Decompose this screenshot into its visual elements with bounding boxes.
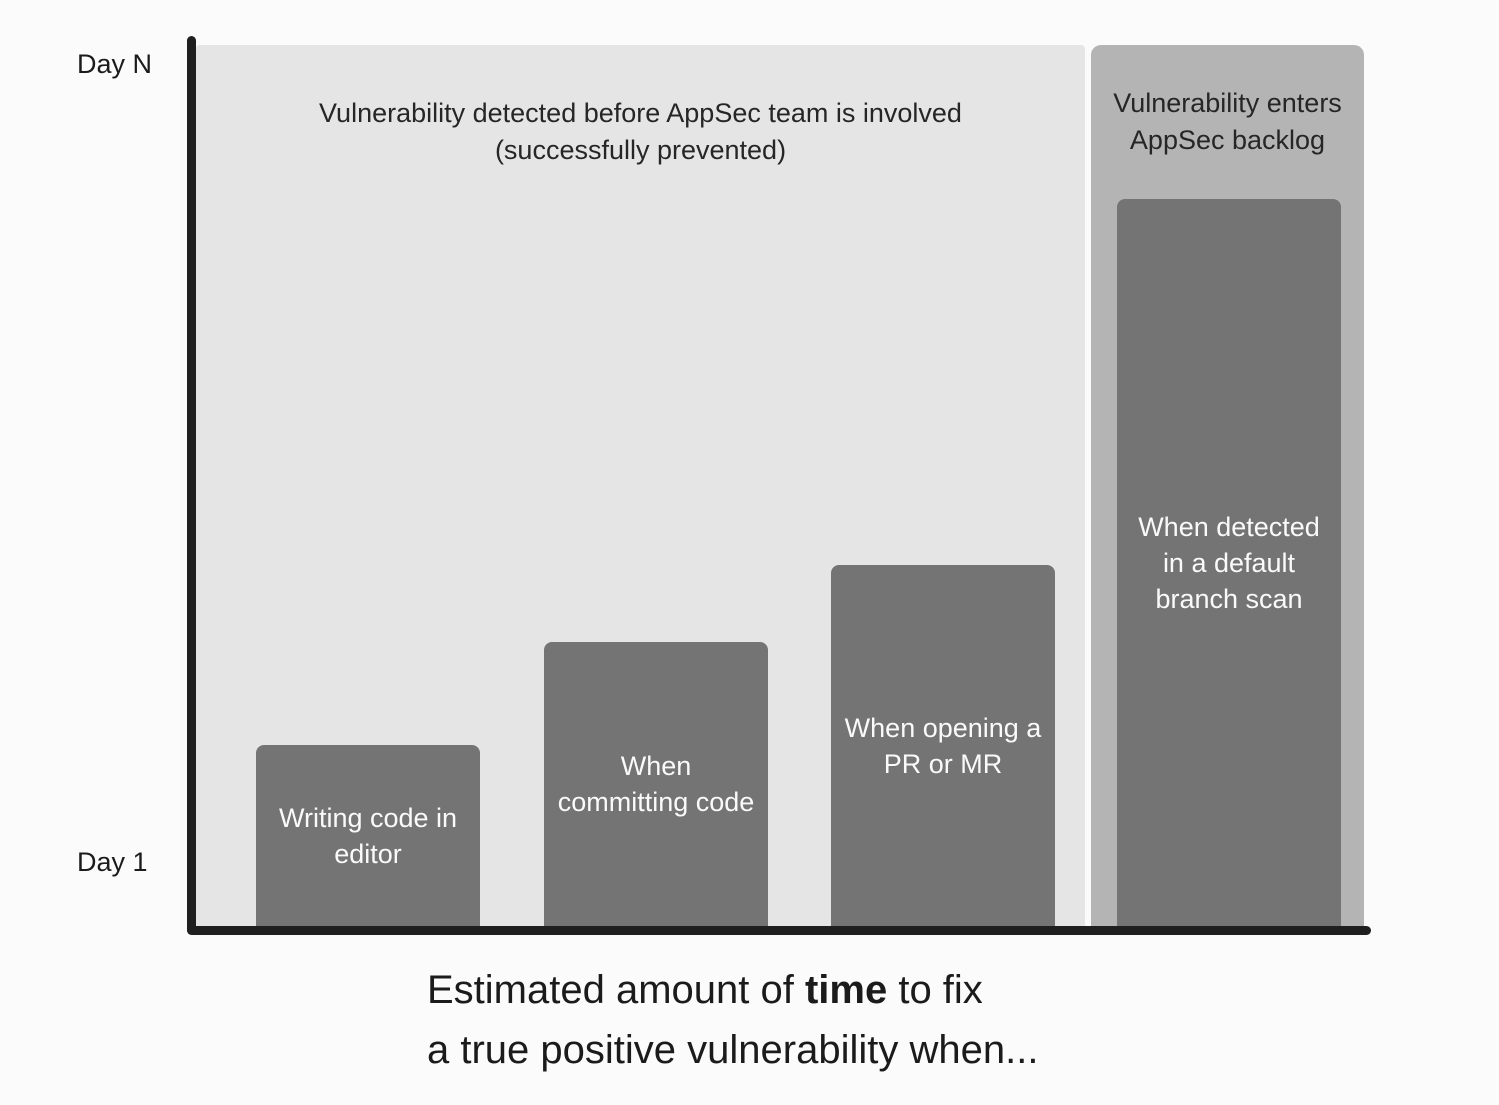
region-backlog-title-line1: Vulnerability enters (1113, 88, 1342, 118)
caption-line1-prefix: Estimated amount of (427, 968, 805, 1012)
bar-when-detected-default-branch-scan: When detected in a default branch scan (1117, 199, 1341, 926)
bar-label-line: committing code (557, 787, 755, 817)
region-backlog-title: Vulnerability enters AppSec backlog (1091, 45, 1364, 159)
bar-when-committing-code: When committing code (544, 642, 768, 926)
bar-label-line: in a default (1162, 547, 1296, 578)
caption-line1-suffix: to fix (887, 968, 983, 1012)
bar-label-line: When detected (1138, 511, 1320, 542)
bar-when-opening-pr-or-mr: When opening a PR or MR (831, 565, 1055, 926)
y-axis-line (187, 36, 196, 934)
bar-label-line: branch scan (1155, 583, 1303, 614)
chart-caption: Estimated amount of time to fix a true p… (427, 960, 1038, 1080)
region-prevented-title-line1: Vulnerability detected before AppSec tea… (319, 98, 962, 128)
caption-line2: a true positive vulnerability when... (427, 1028, 1039, 1072)
y-axis-label-day-1: Day 1 (77, 847, 148, 877)
caption-line1: Estimated amount of time to fix (427, 960, 1038, 1020)
bar-label-line: When (620, 751, 692, 781)
region-prevented-title-line2: (successfully prevented) (494, 135, 787, 165)
bar-label-line: PR or MR (883, 748, 1003, 779)
y-axis-label-day-n: Day N (77, 49, 153, 79)
x-axis-line (187, 926, 1371, 935)
region-prevented-title: Vulnerability detected before AppSec tea… (196, 45, 1085, 169)
bar-label-line: Writing code in (278, 802, 458, 833)
bar-label-line: editor (334, 838, 402, 869)
region-backlog-title-line2: AppSec backlog (1129, 125, 1326, 155)
caption-line1-bold: time (804, 968, 888, 1012)
bar-label-line: When opening a (844, 712, 1042, 743)
bar-writing-code-in-editor: Writing code in editor (256, 745, 480, 926)
